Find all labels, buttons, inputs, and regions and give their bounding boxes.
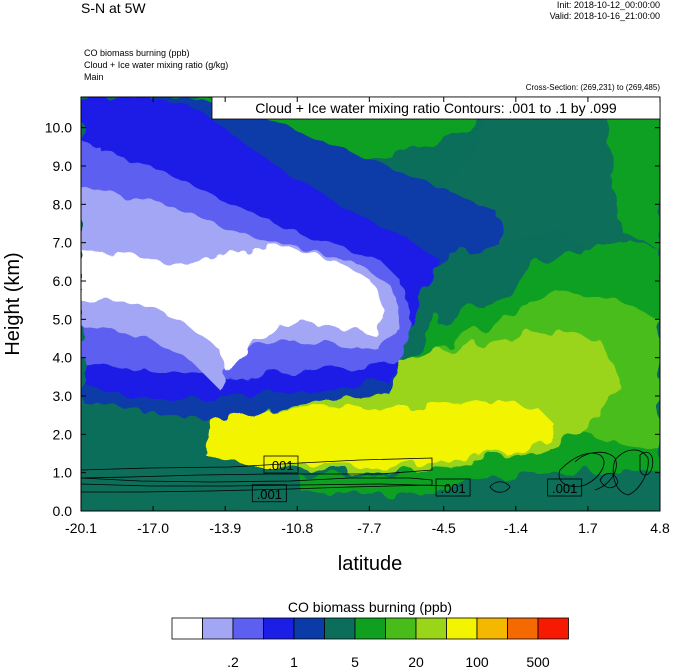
x-tick-label: -1.4: [504, 520, 528, 536]
contour-label-box: [263, 455, 299, 474]
colorbar-swatch: [232, 617, 264, 640]
colorbar-swatch: [354, 617, 386, 640]
contour-label-box: [251, 484, 287, 503]
x-tick-label: -7.7: [357, 520, 381, 536]
colorbar-swatch: [385, 617, 417, 640]
page-title: S-N at 5W: [81, 0, 146, 16]
contour-label-box: [435, 478, 471, 497]
colorbar-swatch: [537, 617, 569, 640]
y-tick-label: 3.0: [53, 388, 73, 404]
colorbar-swatch: [446, 617, 478, 640]
colorbar: [171, 617, 569, 640]
cross-section-label: Cross-Section: (269,231) to (269,485): [525, 83, 660, 92]
y-tick-label: 9.0: [53, 158, 73, 174]
colorbar-tick-label: .2: [227, 654, 239, 668]
y-tick-label: 2.0: [53, 426, 73, 442]
x-tick-label: -20.1: [65, 520, 97, 536]
y-tick-label: 4.0: [53, 350, 73, 366]
x-tick-label: -13.9: [209, 520, 241, 536]
x-tick-label: 4.8: [650, 520, 670, 536]
co-filled-field: [81, 97, 660, 511]
x-axis-ticks: -20.1 -17.0 -13.9 -10.8 -7.7 -4.5 -1.4 1.7 4.8: [65, 97, 670, 536]
colorbar-tick-labels: .2 1 5 20 100 500: [227, 654, 550, 668]
colorbar-swatch: [202, 617, 234, 640]
colorbar-tick-label: 100: [465, 654, 489, 668]
contour-label: .001: [552, 481, 577, 496]
colorbar-tick-label: 5: [351, 654, 359, 668]
contour-label: .001: [440, 481, 465, 496]
x-axis-label: latitude: [338, 553, 403, 575]
x-tick-label: 1.7: [578, 520, 598, 536]
x-tick-label: -10.8: [281, 520, 313, 536]
y-tick-label: 5.0: [53, 311, 73, 327]
field-name-main: Main: [84, 72, 104, 82]
contour-title-box: [211, 96, 661, 120]
colorbar-title: CO biomass burning (ppb): [288, 599, 452, 615]
colorbar-swatch: [263, 617, 295, 640]
colorbar-swatch: [476, 617, 508, 640]
y-tick-label: 10.0: [45, 120, 72, 136]
colorbar-swatch: [171, 617, 203, 640]
y-axis-label: Height (km): [2, 252, 24, 355]
colorbar-swatch: [293, 617, 325, 640]
colorbar-swatch: [324, 617, 356, 640]
cloud-water-contours: [81, 449, 654, 496]
contour-labels: .001 .001 .001 .001: [251, 455, 583, 503]
valid-time: Valid: 2018-10-16_21:00:00: [549, 11, 660, 21]
colorbar-tick-label: 20: [408, 654, 424, 668]
field-name-cloud: Cloud + Ice water mixing ratio (g/kg): [84, 60, 229, 70]
colorbar-swatch: [507, 617, 539, 640]
contour-label: .001: [268, 458, 293, 473]
colorbar-tick-label: 1: [290, 654, 298, 668]
y-axis-ticks: 0.0 1.0 2.0 3.0 4.0 5.0 6.0 7.0 8.0 9.0 10.0: [45, 120, 660, 519]
field-name-co: CO biomass burning (ppb): [84, 48, 190, 58]
init-time: Init: 2018-10-12_00:00:00: [556, 0, 660, 10]
y-tick-label: 6.0: [53, 273, 73, 289]
contour-label: .001: [257, 487, 282, 502]
colorbar-tick-label: 500: [526, 654, 550, 668]
contour-title: Cloud + Ice water mixing ratio Contours:…: [255, 100, 617, 116]
x-tick-label: -17.0: [137, 520, 169, 536]
y-tick-label: 1.0: [53, 465, 73, 481]
x-tick-label: -4.5: [432, 520, 456, 536]
colorbar-swatch: [415, 617, 447, 640]
y-tick-label: 7.0: [53, 235, 73, 251]
y-tick-label: 0.0: [53, 503, 73, 519]
contour-label-box: [547, 478, 583, 497]
y-tick-label: 8.0: [53, 196, 73, 212]
